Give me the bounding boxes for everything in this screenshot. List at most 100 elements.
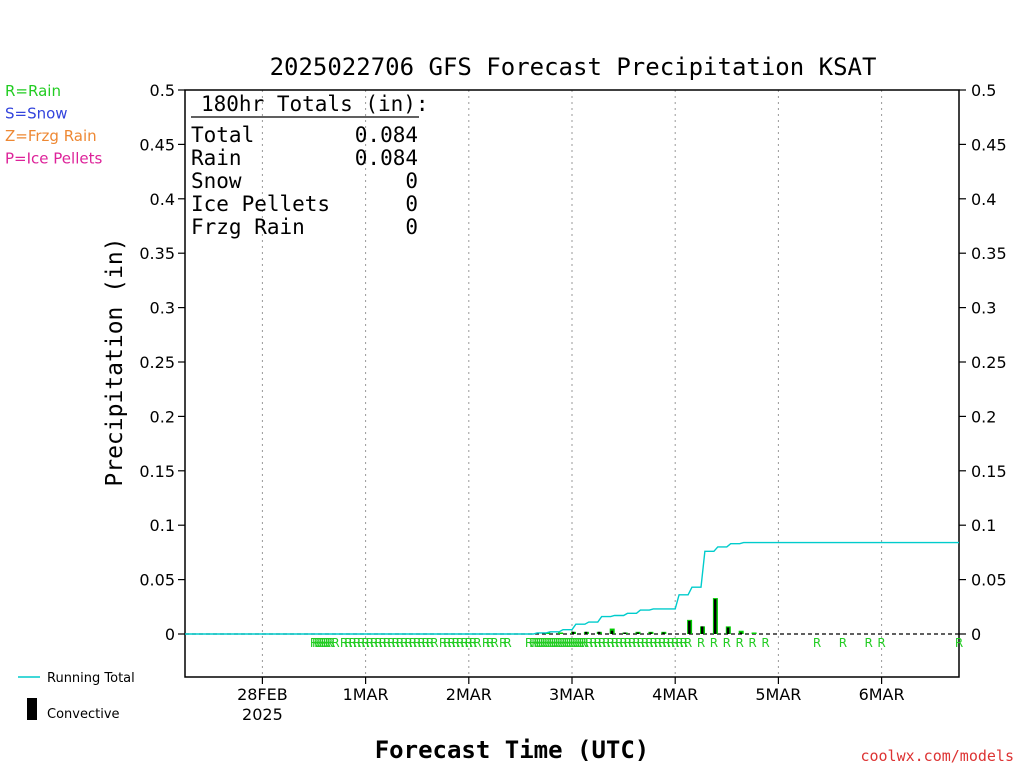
ptype-mark: R — [482, 636, 490, 650]
y-tick-label: 0.5 — [150, 81, 175, 100]
ptype-mark: R — [619, 636, 627, 650]
ptype-mark: R — [540, 636, 548, 650]
y-tick-label-right: 0.45 — [971, 135, 1007, 154]
ptype-mark: R — [392, 636, 400, 650]
totals-header: 180hr Totals (in): — [201, 92, 429, 116]
ptype-mark: R — [321, 636, 329, 650]
ptype-legend-item: P=Ice Pellets — [5, 150, 102, 168]
line-legend-label: Running Total — [47, 671, 135, 686]
x-tick-label: 3MAR — [549, 685, 595, 704]
ptype-mark: R — [469, 636, 477, 650]
ptype-mark: R — [314, 636, 322, 650]
ptype-mark: R — [624, 636, 632, 650]
y-tick-label: 0.1 — [150, 516, 175, 535]
y-axis-label: Precipitation (in) — [102, 237, 128, 486]
ptype-mark: R — [615, 636, 623, 650]
ptype-mark: R — [723, 636, 731, 650]
credit-text: coolwx.com/models — [860, 747, 1014, 765]
ptype-mark: R — [422, 636, 430, 650]
totals-row-value: 0 — [405, 192, 418, 216]
ptype-mark: R — [370, 636, 378, 650]
x-tick-label: 4MAR — [652, 685, 698, 704]
totals-rows: Total 0.084 Rain 0.084 Snow 0 Ice Pellets 0 Frzg… — [191, 123, 418, 239]
ptype-mark: R — [697, 636, 705, 650]
ptype-mark: R — [637, 636, 645, 650]
running-total-line — [185, 541, 959, 635]
ptype-mark: R — [585, 636, 593, 650]
ptype-mark: R — [460, 636, 468, 650]
ptype-mark: R — [331, 636, 339, 650]
x-tick-label: 2MAR — [446, 685, 492, 704]
convective-bar — [713, 599, 717, 634]
rain-bar — [751, 632, 757, 634]
y-tick-label-right: 0.35 — [971, 244, 1007, 263]
convective-bar — [584, 631, 588, 634]
ptype-mark: R — [607, 636, 615, 650]
ptype-mark: R — [426, 636, 434, 650]
ptype-mark: R — [533, 636, 541, 650]
x-tick-year: 2025 — [242, 705, 283, 724]
ptype-mark: R — [813, 636, 821, 650]
vertical-gridlines — [261, 90, 883, 677]
ptype-mark: R — [525, 636, 533, 650]
ptype-mark: R — [566, 636, 574, 650]
ptype-mark: R — [340, 636, 348, 650]
totals-table: 180hr Totals (in): Total 0.084 Rain 0.084 Sn… — [191, 92, 429, 239]
ptype-mark: R — [374, 636, 382, 650]
ptype-mark: R — [430, 636, 438, 650]
totals-row-value: 0.084 — [355, 123, 418, 147]
y-tick-label: 0.35 — [139, 244, 175, 263]
totals-row-value: 0 — [405, 169, 418, 193]
line-legend-label: Convective — [47, 707, 120, 722]
ptype-mark: R — [409, 636, 417, 650]
y-axis-right: 0 0.05 0.1 0.15 0.2 0.25 0.3 0.35 0.4 0.45 0.5 — [959, 81, 1007, 644]
totals-row-label: Frzg Rain — [191, 215, 305, 239]
ptype-mark: R — [349, 636, 357, 650]
ptype-mark: R — [531, 636, 539, 650]
ptype-mark: R — [736, 636, 744, 650]
ptype-mark: R — [490, 636, 498, 650]
ptype-mark: R — [396, 636, 404, 650]
ptype-mark: R — [641, 636, 649, 650]
ptype-mark: R — [447, 636, 455, 650]
ptype-mark: R — [536, 636, 544, 650]
ptype-mark: R — [465, 636, 473, 650]
y-axis-left: 0 0.05 0.1 0.15 0.2 0.25 0.3 0.35 0.4 0.45 0.5 — [139, 81, 185, 644]
convective-bar — [572, 631, 575, 634]
ptype-mark: R — [561, 636, 569, 650]
ptype-mark: R — [318, 636, 326, 650]
rain-bar — [545, 632, 551, 634]
ptype-mark: R — [344, 636, 352, 650]
convective-bar — [610, 630, 614, 634]
ptype-mark: R — [602, 636, 610, 650]
y-tick-label-right: 0.25 — [971, 353, 1007, 372]
ptype-mark: R — [400, 636, 408, 650]
running-total-line-group — [185, 541, 959, 635]
x-tick-label: 28FEB — [237, 685, 288, 704]
ptype-mark: R — [538, 636, 546, 650]
ptype-mark: R — [564, 636, 572, 650]
ptype-mark: R — [551, 636, 559, 650]
ptype-mark: R — [486, 636, 494, 650]
ptype-mark: R — [662, 636, 670, 650]
ptype-mark: R — [310, 636, 318, 650]
y-tick-label-right: 0.05 — [971, 571, 1007, 590]
ptype-mark: R — [645, 636, 653, 650]
ptype-mark: R — [544, 636, 552, 650]
ptype-mark: R — [413, 636, 421, 650]
convective-bar — [701, 626, 704, 634]
ptype-mark: R — [748, 636, 756, 650]
totals-row-label: Ice Pellets — [191, 192, 330, 216]
ptype-mark: R — [594, 636, 602, 650]
ptype-mark: R — [658, 636, 666, 650]
ptype-mark: R — [955, 636, 963, 650]
totals-row-value: 0.084 — [355, 146, 418, 170]
ptype-mark: R — [839, 636, 847, 650]
ptype-mark: R — [589, 636, 597, 650]
y-tick-label-right: 0.1 — [971, 516, 996, 535]
ptype-mark: R — [443, 636, 451, 650]
totals-row-label: Total — [191, 123, 254, 147]
convective-bar — [662, 632, 665, 634]
ptype-mark: R — [710, 636, 718, 650]
